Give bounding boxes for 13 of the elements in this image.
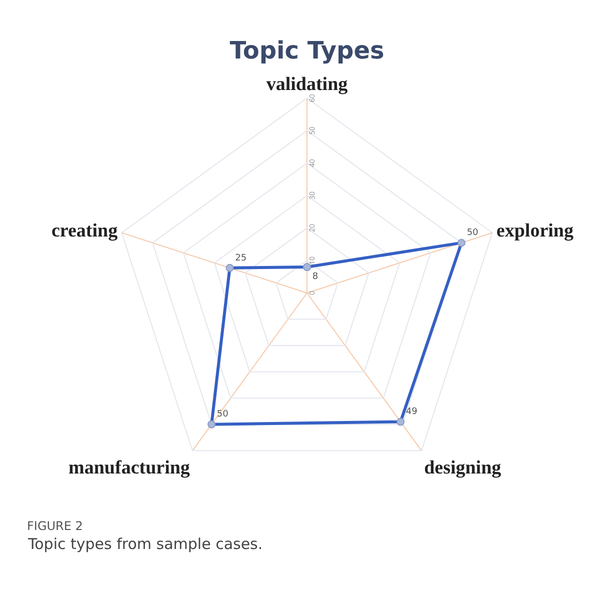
- spoke-label: exploring: [496, 220, 574, 242]
- chart-title: Topic Types: [230, 36, 384, 65]
- data-label: 25: [235, 253, 247, 264]
- data-label: 50: [466, 228, 479, 238]
- spoke-label: designing: [424, 457, 502, 478]
- data-label: 49: [406, 407, 418, 418]
- spoke-label: creating: [51, 220, 118, 242]
- spoke-label: manufacturing: [68, 457, 190, 478]
- spoke-label: validating: [266, 74, 348, 96]
- data-label: 50: [216, 410, 229, 420]
- text: Topic types from sample cases.: [27, 535, 263, 553]
- caption: FIGURE 2: [27, 519, 83, 533]
- data-label: 8: [312, 272, 318, 282]
